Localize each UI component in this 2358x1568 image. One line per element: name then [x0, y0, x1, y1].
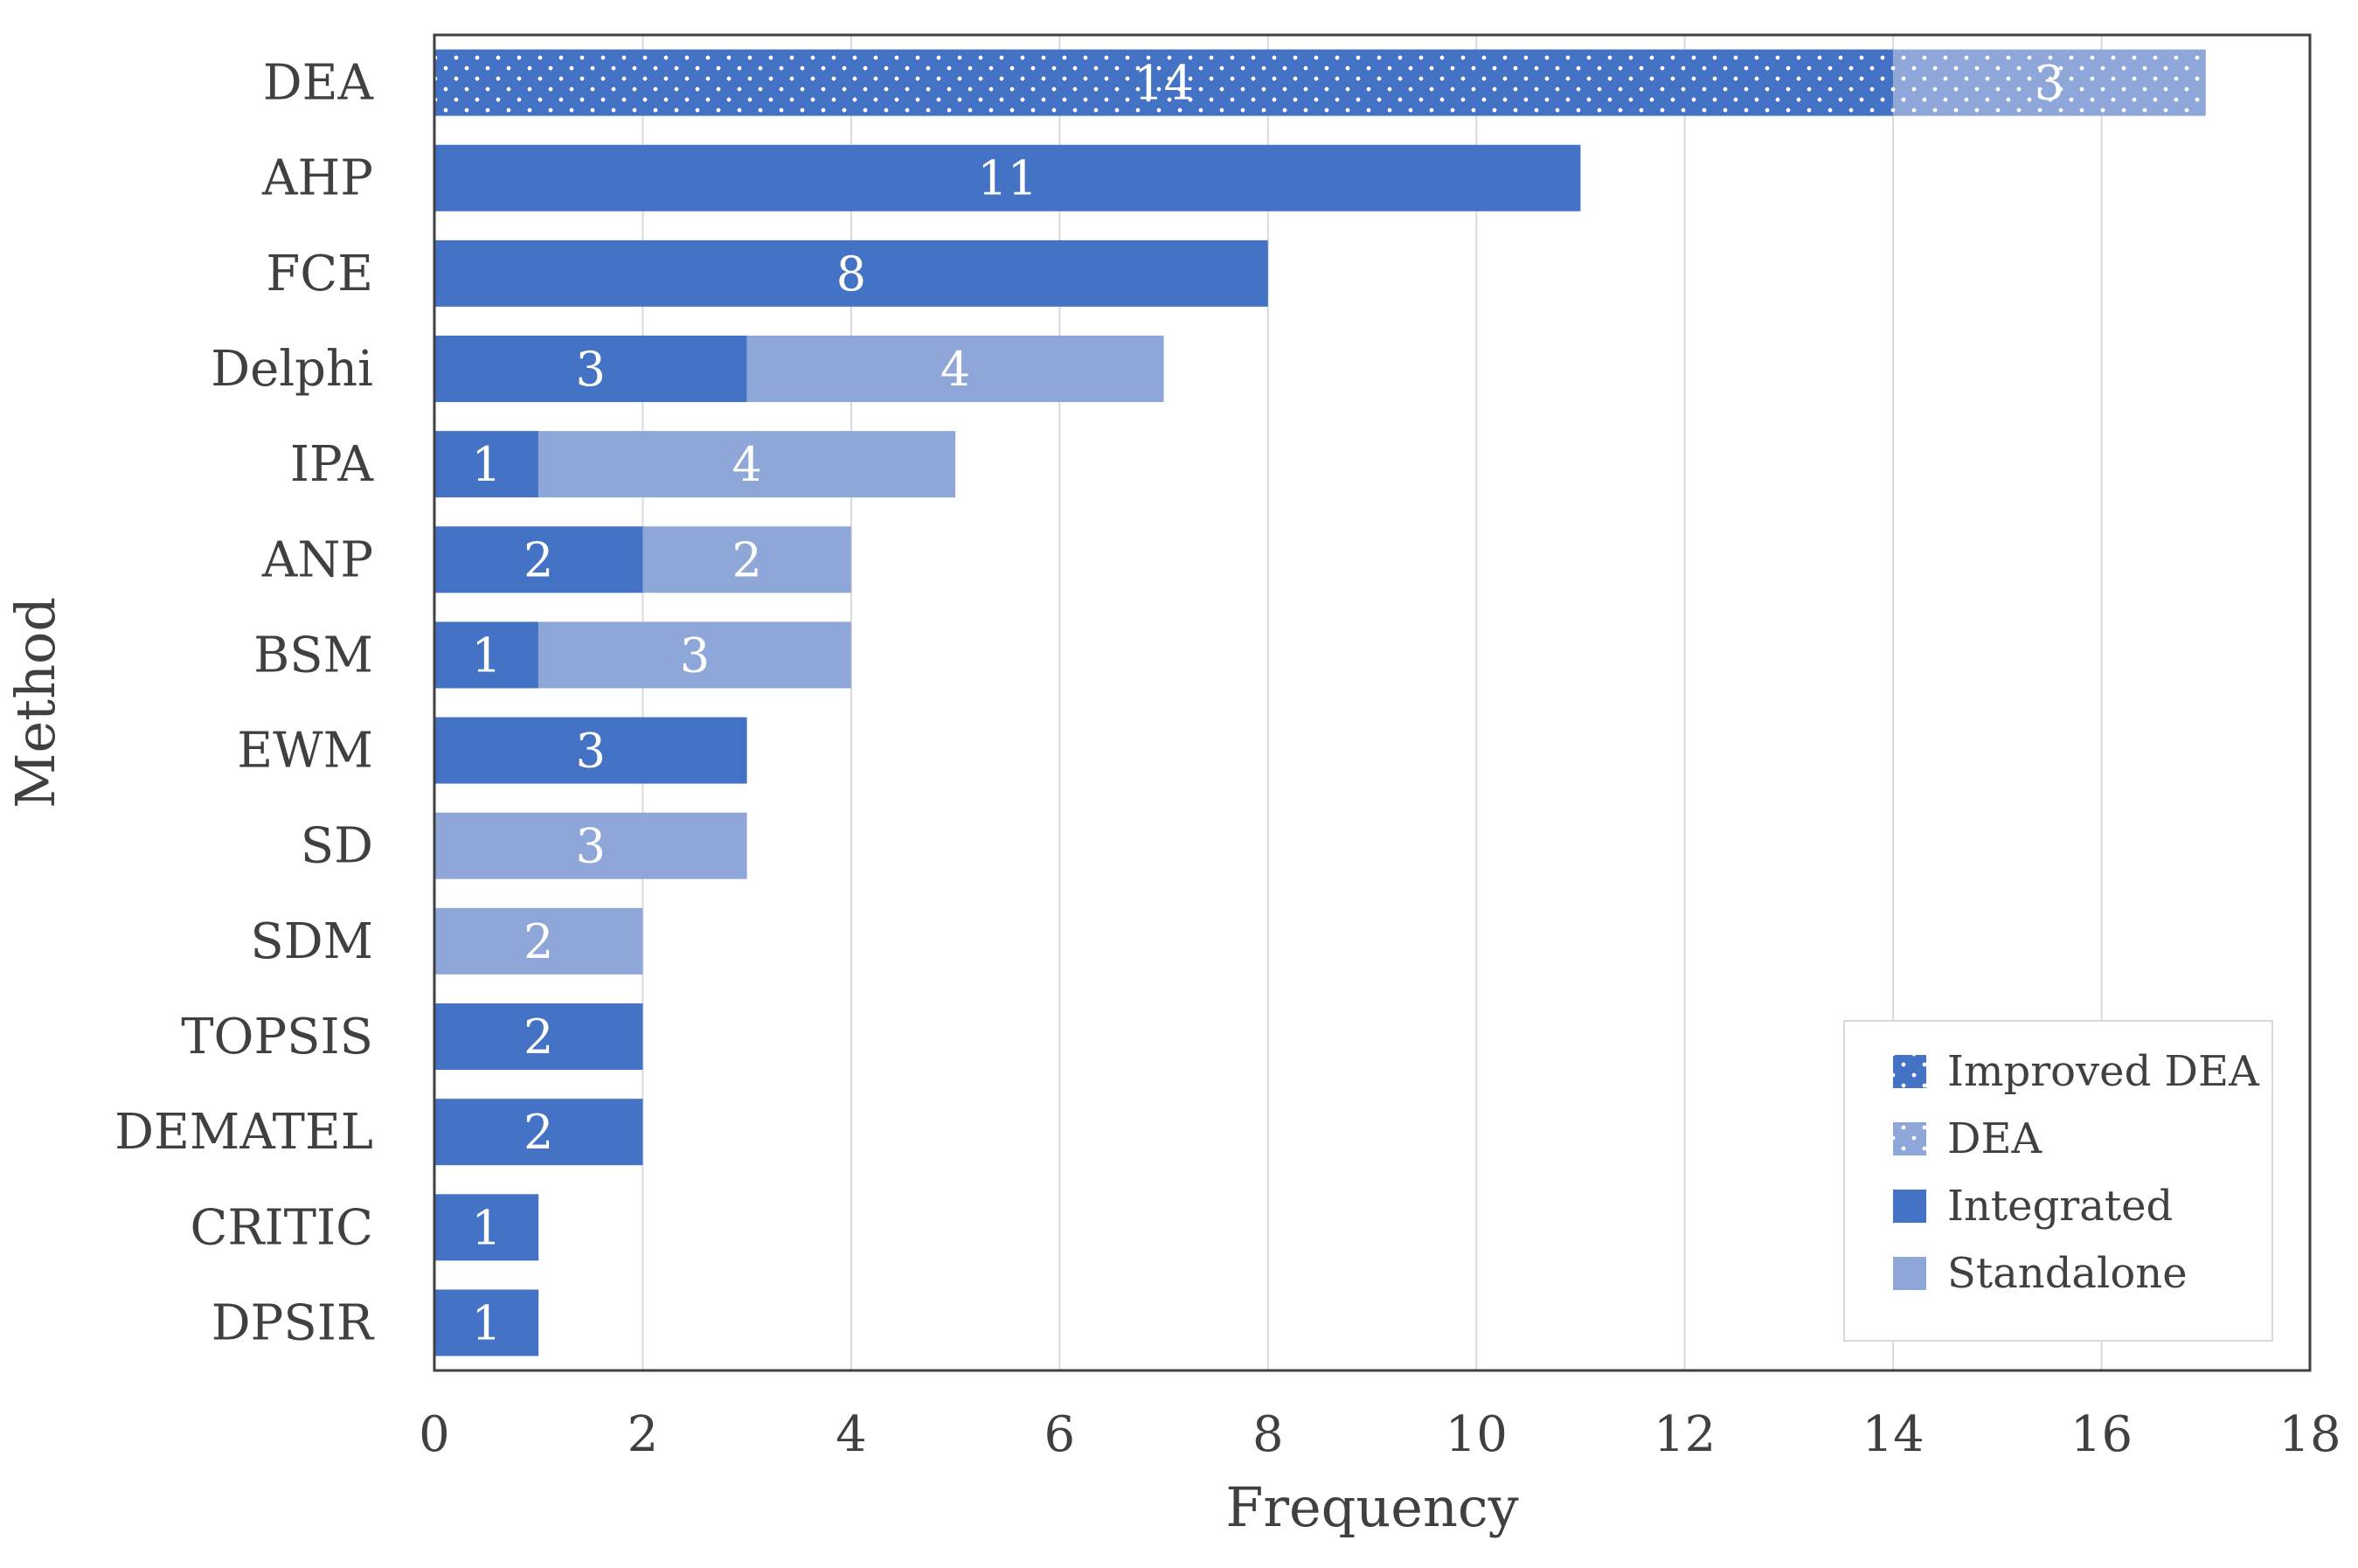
y-axis-title: Method	[3, 597, 67, 808]
category-label: FCE	[266, 246, 373, 302]
bar-value-label: 11	[977, 151, 1037, 206]
category-label: Delphi	[211, 341, 373, 398]
category-axis-labels: DEA AHP FCE Delphi IPA ANP BSM EWM SD SDM TOPSIS DE…	[114, 55, 375, 1352]
legend: Improved DEA DEA Integrated Standalone	[1843, 1020, 2273, 1342]
bar-segment	[642, 526, 851, 593]
category-label: SDM	[250, 913, 373, 970]
bar-value-label: 3	[576, 724, 606, 779]
bar-value-label: 3	[680, 628, 710, 683]
x-tick-label: 10	[1446, 1406, 1508, 1463]
bar-segment	[434, 717, 747, 784]
bar-value-label: 2	[524, 532, 553, 587]
category-label: ANP	[261, 531, 373, 588]
bar-value-label: 1	[471, 1200, 501, 1255]
x-tick-label: 0	[419, 1406, 450, 1463]
bars	[434, 49, 2206, 1356]
bar-value-label: 4	[732, 437, 761, 492]
category-label: IPA	[290, 436, 374, 493]
legend-label: Integrated	[1947, 1182, 2173, 1231]
bar-segment	[434, 1194, 539, 1261]
x-tick-label: 14	[1862, 1406, 1924, 1463]
bar-segment	[434, 1099, 643, 1166]
bar-value-label: 14	[1134, 56, 1194, 111]
category-label: EWM	[237, 723, 373, 780]
x-tick-label: 8	[1252, 1406, 1284, 1463]
x-axis-title: Frequency	[1225, 1475, 1518, 1539]
bar-value-label: 3	[576, 342, 606, 397]
legend-label: Standalone	[1947, 1249, 2188, 1298]
category-label: DEA	[263, 55, 374, 112]
bar-segment	[434, 907, 643, 975]
legend-swatch	[1893, 1055, 1926, 1088]
bar-value-label: 2	[524, 914, 553, 969]
bar-segment	[434, 336, 747, 402]
x-axis-tick-labels: 0 2 4 6 8 10 12 14 16 18	[419, 1406, 2341, 1463]
x-tick-label: 12	[1654, 1406, 1716, 1463]
legend-swatch	[1893, 1122, 1926, 1155]
legend-swatch	[1893, 1257, 1926, 1290]
legend-label: DEA	[1947, 1114, 2043, 1163]
x-tick-label: 6	[1044, 1406, 1076, 1463]
bar-segment	[746, 336, 1164, 402]
bar-value-label: 1	[471, 437, 501, 492]
category-label: CRITIC	[191, 1199, 373, 1256]
bar-segment	[434, 49, 1894, 116]
legend-swatch	[1893, 1190, 1926, 1223]
bar-value-label: 1	[471, 1295, 501, 1350]
bar-value-label: 2	[524, 1009, 553, 1065]
bar-value-label: 1	[471, 628, 501, 683]
category-label: DPSIR	[212, 1294, 375, 1351]
bar-value-label: 8	[836, 246, 866, 302]
bar-segment	[434, 812, 747, 879]
bar-segment	[434, 144, 1581, 212]
x-tick-label: 16	[2070, 1406, 2133, 1463]
bar-segment	[434, 239, 1268, 307]
bar-segment	[538, 621, 851, 689]
bar-value-label: 2	[732, 532, 761, 587]
bar-segment	[434, 1289, 539, 1356]
category-label: BSM	[253, 627, 373, 683]
bar-segment	[434, 431, 539, 498]
category-label: TOPSIS	[181, 1009, 373, 1065]
plot-frame	[433, 33, 2312, 1372]
x-tick-label: 2	[628, 1406, 659, 1463]
category-label: AHP	[261, 150, 373, 207]
x-tick-label: 18	[2278, 1406, 2341, 1463]
bar-value-label: 3	[576, 819, 606, 874]
bar-segment	[538, 431, 956, 498]
bar-segment	[434, 526, 643, 593]
bar-value-label: 4	[940, 342, 970, 397]
category-label: DEMATEL	[114, 1104, 373, 1161]
bar-value-label: 3	[2035, 56, 2064, 111]
bar-segment	[434, 1003, 643, 1070]
bar-segment	[1893, 49, 2206, 116]
bar-segment	[434, 621, 539, 689]
category-label: SD	[301, 818, 373, 875]
x-tick-label: 4	[836, 1406, 867, 1463]
legend-label: Improved DEA	[1947, 1047, 2260, 1096]
bar-value-label: 2	[524, 1105, 553, 1160]
